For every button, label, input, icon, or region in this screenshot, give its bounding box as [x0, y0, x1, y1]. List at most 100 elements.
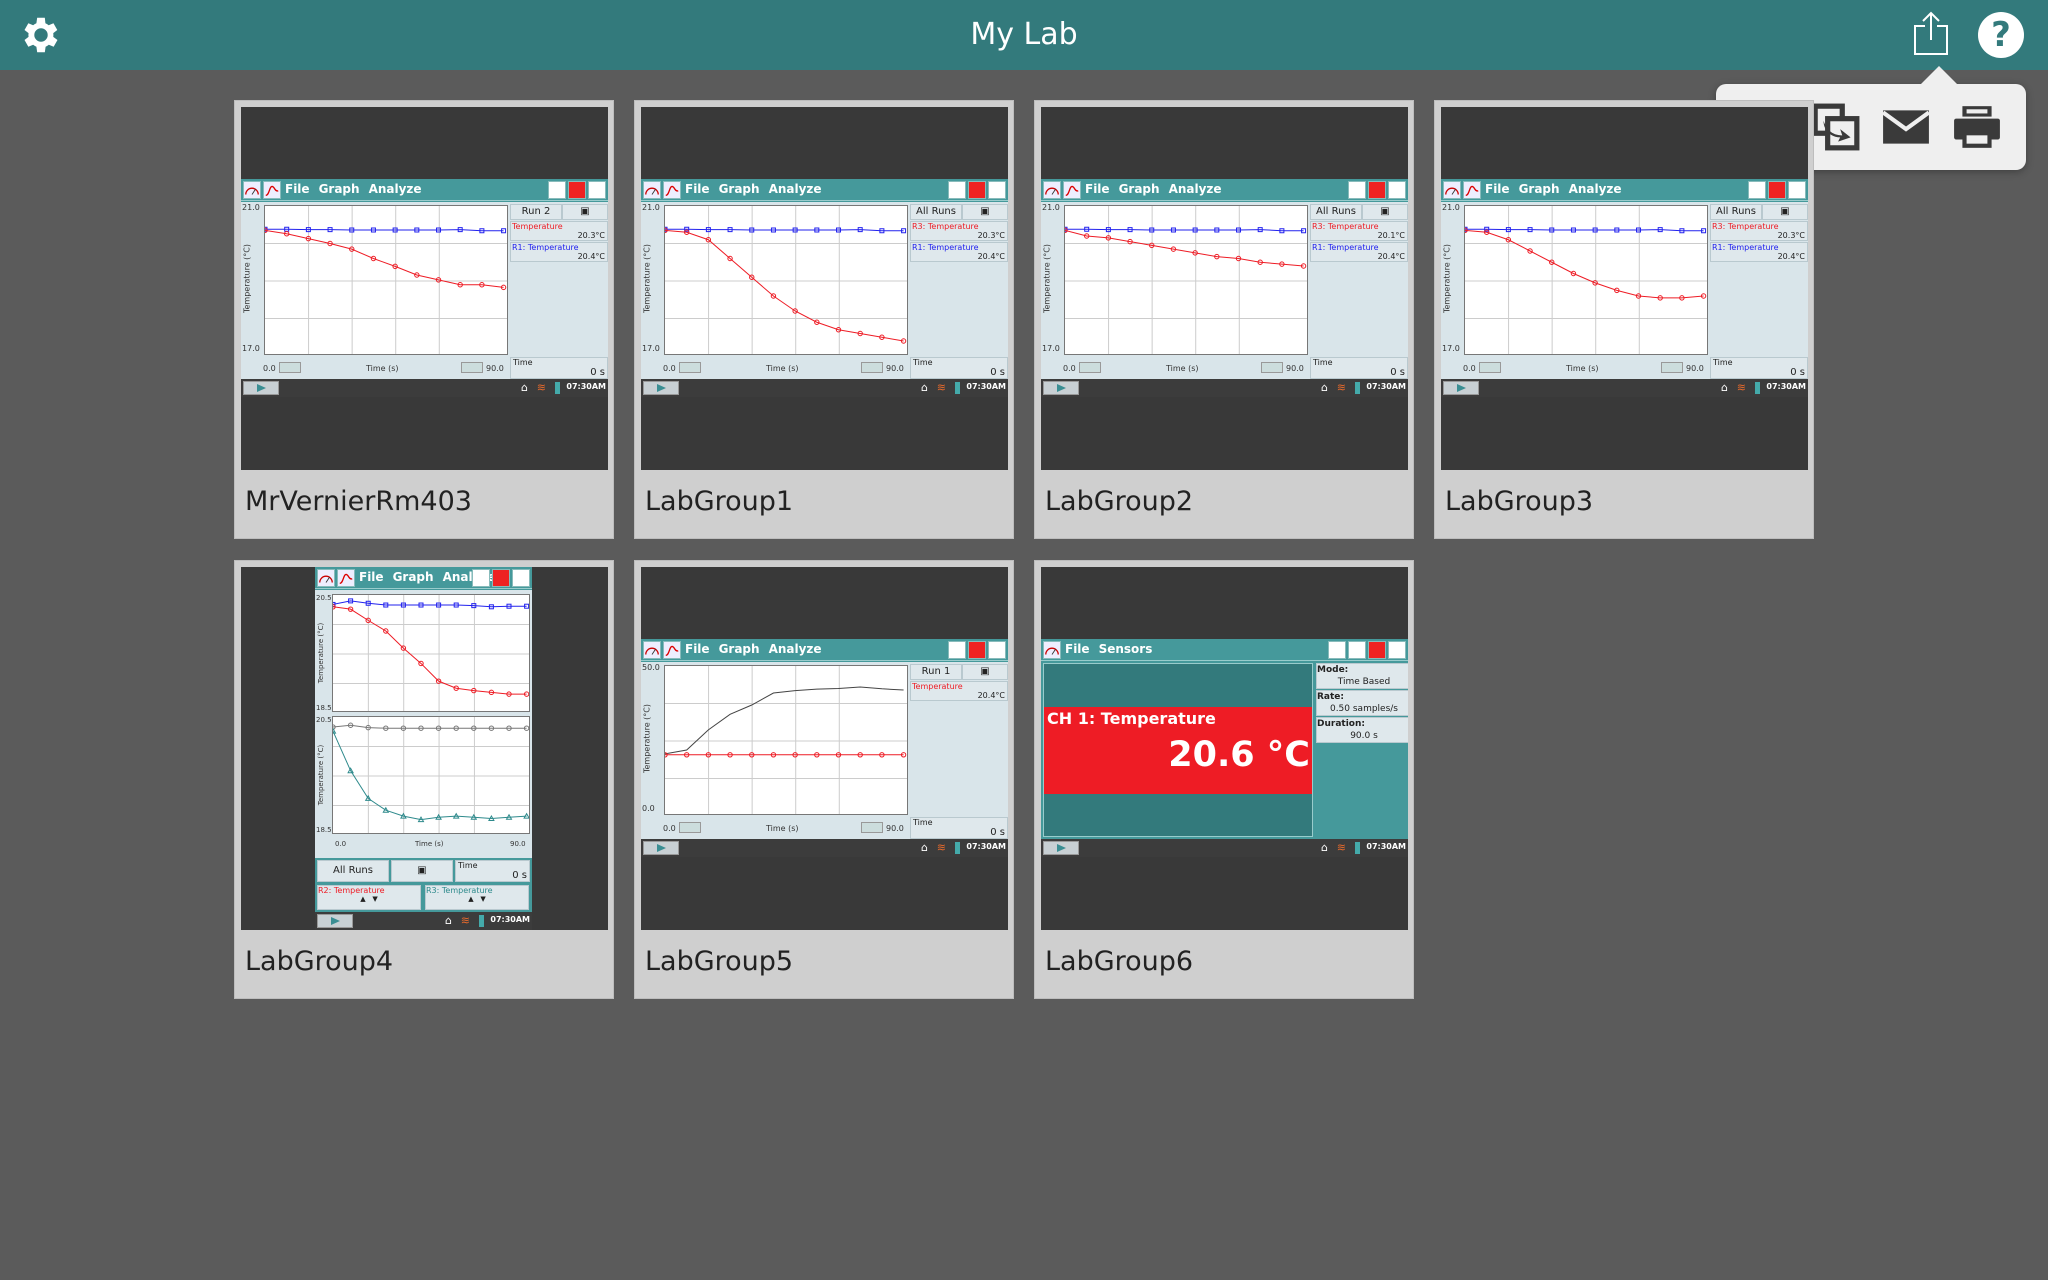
data-storage-icon[interactable]: ▣: [962, 204, 1008, 220]
graph-view-icon[interactable]: [1463, 181, 1481, 199]
meter-icon[interactable]: [643, 181, 661, 199]
collect-button[interactable]: [1043, 381, 1079, 395]
scroll-right-button[interactable]: [461, 362, 483, 373]
run-selector[interactable]: All Runs: [317, 860, 389, 882]
menu-analyze[interactable]: Analyze: [1168, 182, 1222, 196]
data-table-icon[interactable]: [548, 181, 566, 199]
sensor-meter[interactable]: R1: Temperature 20.4°C: [1710, 242, 1808, 262]
meter-icon[interactable]: [1443, 181, 1461, 199]
time-meter[interactable]: Time 0 s: [1310, 357, 1408, 379]
sensor-meter[interactable]: R2: Temperature ▲ ▼: [317, 885, 421, 910]
collect-button[interactable]: [317, 914, 353, 928]
time-meter[interactable]: Time 0 s: [910, 817, 1008, 839]
run-selector[interactable]: Run 2: [510, 204, 562, 220]
time-meter[interactable]: Time 0 s: [1710, 357, 1808, 379]
notes-icon[interactable]: [588, 181, 606, 199]
home-icon[interactable]: ⌂: [921, 381, 928, 394]
graph-view-icon[interactable]: [263, 181, 281, 199]
sensor-meter[interactable]: R1: Temperature 20.4°C: [510, 242, 608, 262]
data-table-icon[interactable]: [1348, 181, 1366, 199]
time-meter[interactable]: Time 0 s: [455, 860, 530, 882]
home-icon[interactable]: ⌂: [445, 914, 452, 927]
scroll-right-button[interactable]: [861, 822, 883, 833]
table-view-icon[interactable]: [568, 181, 586, 199]
meter-icon[interactable]: [1043, 641, 1061, 659]
sensor-meter[interactable]: R1: Temperature 20.4°C: [910, 242, 1008, 262]
scroll-right-button[interactable]: [861, 362, 883, 373]
menu-analyze[interactable]: Analyze: [1568, 182, 1622, 196]
notes-icon[interactable]: [1388, 181, 1406, 199]
scroll-left-button[interactable]: [1479, 362, 1501, 373]
menu-file[interactable]: File: [285, 182, 310, 196]
lab-tile[interactable]: File Graph Analyze Temperature (°C) 50.0 0.0 0…: [634, 560, 1014, 999]
print-icon[interactable]: [1952, 102, 2002, 152]
table-view-icon[interactable]: [968, 641, 986, 659]
copy-export-icon[interactable]: [1811, 102, 1861, 152]
notes-icon[interactable]: [988, 641, 1006, 659]
home-icon[interactable]: ⌂: [921, 841, 928, 854]
data-table-icon[interactable]: [1748, 181, 1766, 199]
sensor-meter[interactable]: R3: Temperature 20.3°C: [1710, 221, 1808, 241]
collect-button[interactable]: [643, 381, 679, 395]
graph-plot[interactable]: [664, 665, 908, 815]
help-icon[interactable]: ?: [1978, 12, 2024, 58]
data-storage-icon[interactable]: ▣: [962, 664, 1008, 680]
table-view-icon[interactable]: [1368, 181, 1386, 199]
table-view-icon[interactable]: [968, 181, 986, 199]
setting-item[interactable]: Mode: Time Based: [1316, 663, 1408, 689]
table-view-icon[interactable]: [1368, 641, 1386, 659]
scroll-left-button[interactable]: [1079, 362, 1101, 373]
scroll-left-button[interactable]: [679, 362, 701, 373]
sensor-meter[interactable]: Temperature 20.4°C: [910, 681, 1008, 701]
time-meter[interactable]: Time 0 s: [510, 357, 608, 379]
graph-view-icon[interactable]: [1063, 181, 1081, 199]
data-table-icon[interactable]: [472, 569, 490, 587]
data-storage-icon[interactable]: ▣: [1762, 204, 1808, 220]
run-selector[interactable]: All Runs: [1310, 204, 1362, 220]
graph-view-icon[interactable]: [337, 569, 355, 587]
graph-plot[interactable]: [664, 205, 908, 355]
scroll-right-button[interactable]: [1661, 362, 1683, 373]
lab-tile[interactable]: File Graph Analyze Temperature (°C) 21.0 17.0…: [1434, 100, 1814, 539]
graph-plot[interactable]: [332, 594, 530, 712]
menu-graph[interactable]: Graph: [392, 570, 434, 584]
graph-plot[interactable]: [264, 205, 508, 355]
share-icon[interactable]: [1913, 10, 1949, 56]
menu-sensors[interactable]: Sensors: [1098, 642, 1153, 656]
graph-view-icon[interactable]: [1328, 641, 1346, 659]
menu-graph[interactable]: Graph: [718, 182, 760, 196]
sensor-meter[interactable]: R3: Temperature ▲ ▼: [425, 885, 529, 910]
collect-button[interactable]: [643, 841, 679, 855]
menu-analyze[interactable]: Analyze: [368, 182, 422, 196]
graph-view-icon[interactable]: [663, 181, 681, 199]
meter-icon[interactable]: [643, 641, 661, 659]
menu-graph[interactable]: Graph: [318, 182, 360, 196]
home-icon[interactable]: ⌂: [1721, 381, 1728, 394]
sensor-meter[interactable]: R3: Temperature 20.1°C: [1310, 221, 1408, 241]
lab-tile[interactable]: File Graph Analyze Temperature (°C) 21.0 17.0…: [234, 100, 614, 539]
data-storage-icon[interactable]: ▣: [391, 860, 453, 882]
sensor-meter[interactable]: Temperature 20.3°C: [510, 221, 608, 241]
setting-item[interactable]: Rate: 0.50 samples/s: [1316, 690, 1408, 716]
lab-tile[interactable]: File Graph Analyze Temperature (°C) 20.5 18.5…: [234, 560, 614, 999]
meter-arrows[interactable]: ▲ ▼: [360, 895, 378, 903]
lab-tile[interactable]: File Graph Analyze Temperature (°C) 21.0 17.0…: [1034, 100, 1414, 539]
menu-file[interactable]: File: [1085, 182, 1110, 196]
data-storage-icon[interactable]: ▣: [562, 204, 608, 220]
meter-icon[interactable]: [317, 569, 335, 587]
lab-tile[interactable]: File Graph Analyze Temperature (°C) 21.0 17.0…: [634, 100, 1014, 539]
collect-button[interactable]: [243, 381, 279, 395]
scroll-left-button[interactable]: [279, 362, 301, 373]
menu-analyze[interactable]: Analyze: [768, 182, 822, 196]
data-storage-icon[interactable]: ▣: [1362, 204, 1408, 220]
meter-arrows[interactable]: ▲ ▼: [468, 895, 486, 903]
sensor-meter[interactable]: R3: Temperature 20.3°C: [910, 221, 1008, 241]
home-icon[interactable]: ⌂: [521, 381, 528, 394]
setting-item[interactable]: Duration: 90.0 s: [1316, 717, 1408, 743]
menu-graph[interactable]: Graph: [1118, 182, 1160, 196]
graph-view-icon[interactable]: [663, 641, 681, 659]
meter-icon[interactable]: [1043, 181, 1061, 199]
graph-plot[interactable]: [332, 716, 530, 834]
menu-analyze[interactable]: Analyze: [768, 642, 822, 656]
scroll-right-button[interactable]: [1261, 362, 1283, 373]
